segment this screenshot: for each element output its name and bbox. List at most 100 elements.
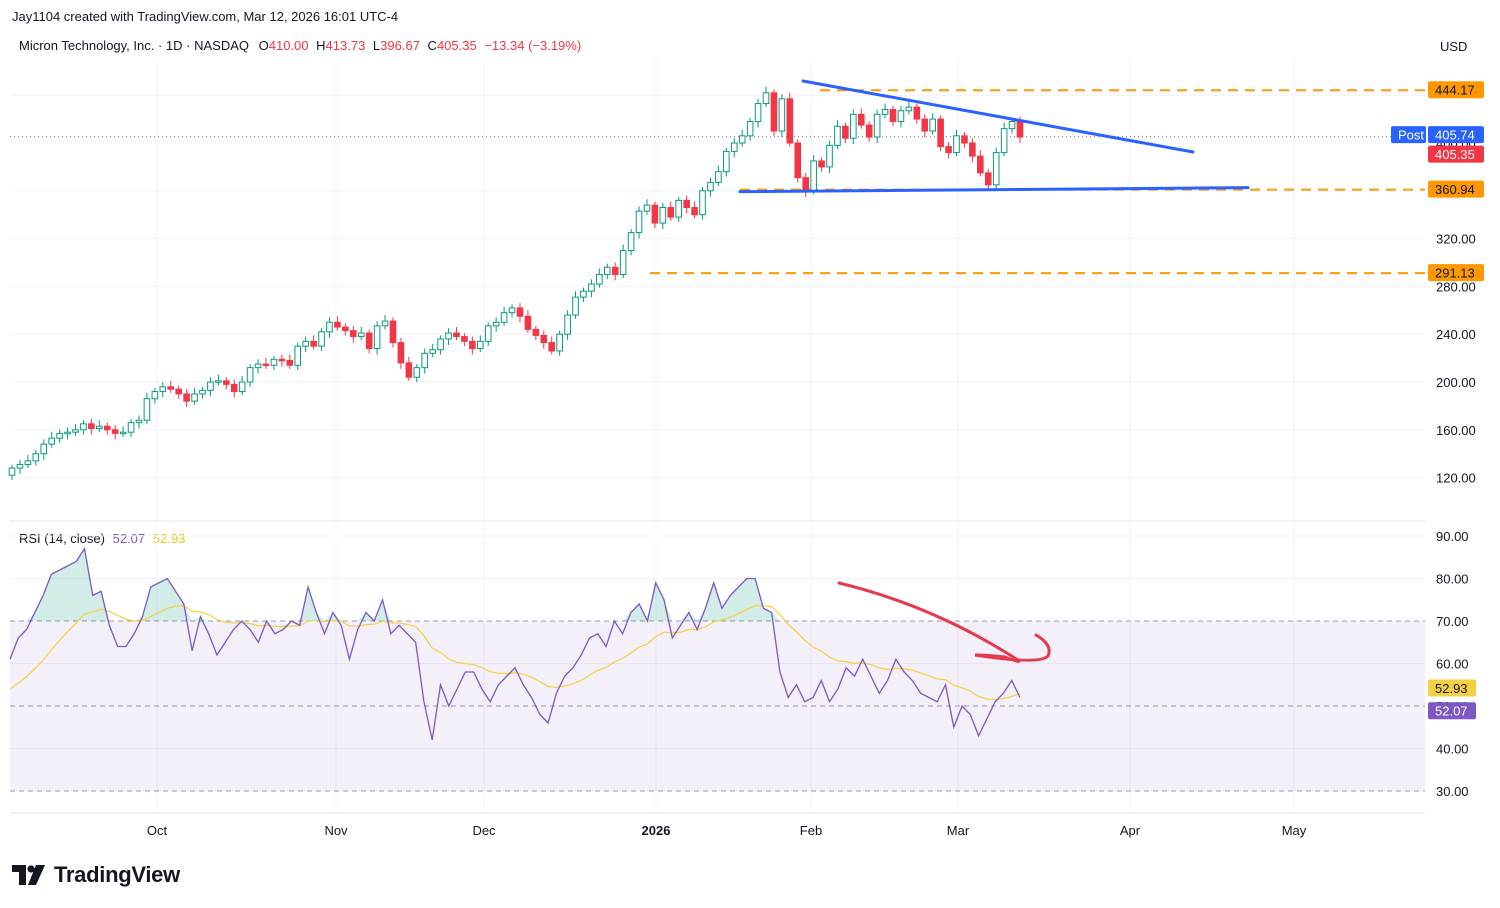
pane-dividers — [10, 520, 1425, 814]
candle-body — [254, 363, 262, 369]
rsi-legend-value: 52.07 — [112, 531, 146, 546]
rsi-ma-tag: 52.93 — [1428, 679, 1476, 697]
candle-body — [421, 352, 429, 369]
price-axis[interactable]: 400.00320.00280.00240.00200.00160.00120.… — [1436, 136, 1476, 486]
time-axis-label: Feb — [800, 823, 822, 838]
price-tag-291: 291.13 — [1428, 264, 1484, 282]
price-axis-label: 120.00 — [1436, 471, 1476, 486]
open-value: 410.00 — [268, 38, 309, 53]
candle-body — [508, 307, 516, 314]
price-tag-close-bg — [1428, 145, 1484, 163]
candle-body — [897, 110, 905, 122]
rsi-value-tag-bg — [1428, 702, 1476, 720]
candle-body — [802, 177, 810, 192]
candle-body — [643, 204, 651, 212]
support-trendline[interactable] — [738, 186, 1250, 194]
attribution-text: Jay1104 created with TradingView.com, Ma… — [12, 9, 399, 24]
price-axis-label: 240.00 — [1436, 327, 1476, 342]
candle-body — [437, 338, 444, 351]
candle-body — [262, 363, 270, 367]
candle-body — [159, 386, 167, 393]
red-arrow-drawing[interactable] — [837, 581, 1051, 663]
candle-body — [992, 152, 1000, 186]
candle-body — [786, 98, 794, 144]
price-tag-291-text: 291.13 — [1435, 266, 1475, 281]
candle-body — [230, 383, 238, 393]
rsi-overbought-fill — [26, 548, 110, 621]
candle-body — [484, 325, 492, 342]
candle-body — [405, 362, 413, 378]
rsi-value-tag-text: 52.07 — [1435, 704, 1468, 719]
symbol-title[interactable]: Micron Technology, Inc. · 1D · NASDAQ — [19, 38, 249, 53]
candle-body — [175, 388, 182, 395]
candle-body — [238, 381, 246, 393]
currency-label[interactable]: USD — [1440, 39, 1468, 54]
candle-body — [619, 250, 627, 275]
price-tag-360-bg — [1428, 180, 1484, 198]
candle-body — [48, 437, 55, 445]
candle-body — [183, 393, 190, 402]
candle-body — [889, 109, 897, 122]
close-label: C — [427, 38, 437, 53]
time-axis[interactable]: Oct Nov Dec 2026 Feb Mar Apr May — [147, 823, 1307, 838]
candle-body — [516, 307, 524, 317]
price-tag-close: 405.35 — [1428, 145, 1484, 163]
candle-body — [342, 326, 349, 332]
rsi-axis-label: 90.00 — [1436, 529, 1469, 544]
candle-body — [564, 314, 571, 335]
annotation-arrow[interactable] — [837, 581, 1051, 663]
gridlines — [10, 60, 1425, 813]
candle-body — [381, 320, 389, 327]
candle-body — [548, 342, 556, 352]
price-tag-360: 360.94 — [1428, 180, 1484, 198]
candle-body — [865, 124, 873, 138]
candle-body — [310, 340, 317, 347]
candle-body — [540, 334, 548, 344]
candle-body — [357, 332, 365, 338]
rsi-title[interactable]: RSI (14, close) — [19, 531, 105, 546]
rsi-ma-line — [9, 605, 1021, 701]
candle-body — [500, 312, 508, 323]
candle-body — [556, 333, 563, 352]
trendlines[interactable] — [738, 79, 1250, 194]
candle-body — [191, 393, 198, 402]
candle-body — [969, 142, 976, 157]
candle-body — [961, 135, 968, 144]
tradingview-logo-icon — [12, 865, 45, 885]
candle-body — [1008, 120, 1016, 130]
tradingview-logo[interactable]: TradingView — [12, 862, 180, 888]
candle-body — [834, 125, 841, 146]
candle-body — [738, 135, 746, 144]
candle-body — [611, 266, 619, 275]
candle-body — [818, 160, 825, 168]
rsi-overbought-fill — [134, 578, 193, 621]
candle-body — [532, 328, 540, 336]
rsi-overbought-fill — [374, 599, 391, 621]
price-axis-label: 160.00 — [1436, 423, 1476, 438]
candle-body — [659, 207, 667, 224]
candle-body — [937, 118, 944, 148]
candle-body — [492, 321, 500, 327]
candle-body — [881, 109, 889, 115]
candle-body — [1000, 128, 1008, 154]
candle-body — [905, 106, 913, 112]
candle-body — [842, 125, 849, 139]
price-tag-close-text: 405.35 — [1435, 147, 1475, 162]
candle-body — [469, 340, 476, 350]
candle-body — [445, 332, 452, 340]
high-value: 413.73 — [325, 38, 366, 53]
descending-trendline[interactable] — [801, 79, 1195, 154]
candle-body — [199, 389, 206, 395]
candle-body — [429, 349, 436, 354]
rsi-series — [9, 547, 1021, 741]
price-tag-444: 444.17 — [1428, 81, 1484, 99]
candle-body — [143, 398, 151, 421]
candle-body — [88, 423, 95, 430]
candle-body — [270, 358, 278, 366]
price-tags: 444.17 405.74 Post 405.35 360.94 291.13 — [1391, 81, 1484, 282]
rsi-overbought-fill — [697, 578, 780, 621]
candle-body — [683, 199, 690, 209]
candle-body — [945, 146, 952, 154]
